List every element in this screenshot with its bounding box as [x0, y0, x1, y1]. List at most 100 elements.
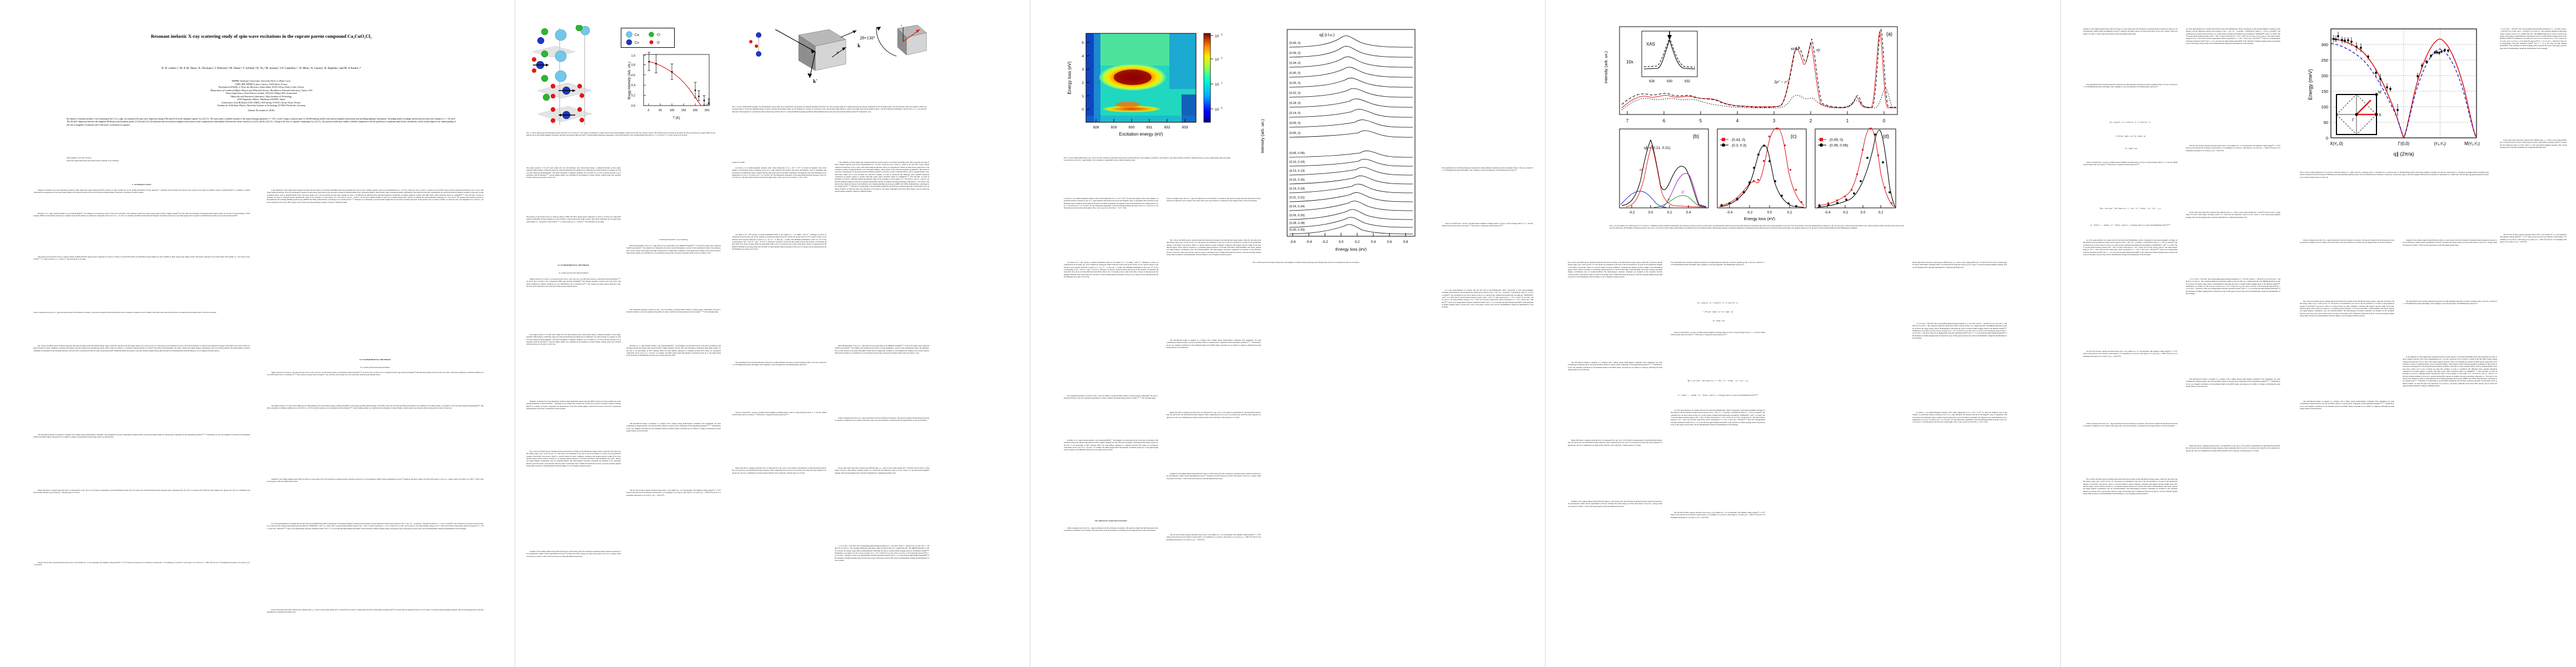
p3-col2-6: The fact that all three cuprates discuss… — [1167, 534, 1261, 541]
svg-text:Energy loss (eV): Energy loss (eV) — [1336, 247, 1367, 252]
svg-text:Cl: Cl — [657, 34, 660, 37]
svg-text:200: 200 — [2321, 73, 2328, 78]
svg-text:-0.2: -0.2 — [1842, 211, 1848, 215]
svg-text:Γ(0,0): Γ(0,0) — [2398, 141, 2410, 146]
p5-col4-3: The mid-infrared feature is assigned as … — [2300, 400, 2394, 410]
p2-right-text-5: Figure 5(b) shows a magnon spectrum with… — [732, 467, 826, 474]
svg-text:50: 50 — [659, 109, 662, 112]
svg-text:(¹⁄₄,¹⁄₄): (¹⁄₄,¹⁄₄) — [2434, 141, 2446, 146]
p2-right-text-0: crystals in vacuum. — [732, 161, 745, 163]
svg-text:(0.22, 0): (0.22, 0) — [1289, 92, 1301, 95]
p3-col3-1: The experimental and calculated dispersi… — [1442, 167, 1533, 172]
p2-methods-a-4: Fig. 4 shows the RIXS spectra obtained a… — [526, 450, 621, 467]
p5-col2-5: The mid-infrared feature is assigned as … — [2186, 378, 2280, 388]
svg-text:100: 100 — [2321, 104, 2328, 109]
svg-text:6: 6 — [1663, 118, 1666, 123]
p2-methods-b-3: Recently, Cu L₃ edge resonant inelastic … — [626, 345, 721, 357]
svg-text:3: 3 — [1773, 118, 1776, 123]
p2-methods-b-1: RIXS measurements at the Cu L₃ edge (930… — [626, 245, 721, 255]
svg-text:250: 250 — [2321, 58, 2328, 63]
svg-text:0: 0 — [1221, 107, 1223, 109]
svg-text:5: 5 — [1082, 41, 1084, 45]
p5-col1-2: The experimental and calculated dispersi… — [2083, 83, 2178, 88]
svg-text:(0.06, 0.06): (0.06, 0.06) — [1289, 152, 1305, 155]
svg-text:(0.09, 0): (0.09, 0) — [1289, 122, 1301, 125]
svg-text:-0.2: -0.2 — [1629, 211, 1635, 215]
p4-equation-3: − (Sᵢ · Sₖ)(Sⱼ · Sₗ)} — [1711, 320, 1725, 322]
svg-text:-0.2: -0.2 — [1322, 240, 1328, 244]
p5-col1-3: where we include first-, second-, and th… — [2083, 161, 2178, 166]
p5-equation-2: + Jꜰ Σ {(Sᵢ · Sⱼ)(Sₖ · Sₗ) + (Sᵢ · Sₗ)(S… — [2115, 135, 2146, 137]
svg-text:250: 250 — [705, 109, 710, 112]
svg-text:0.2: 0.2 — [1787, 211, 1792, 215]
svg-text:932: 932 — [1685, 80, 1691, 83]
p4-col1-4: irregular for the sample aligned along (… — [1568, 500, 1662, 507]
affiliation-1b: CNRS, IRD, MNHN 4, place Jussieu, 75252 … — [235, 82, 288, 86]
svg-text:(0.13, 0.13): (0.13, 0.13) — [1289, 170, 1305, 173]
fig5-caption: FIG. 5. (Color online) Cu L₃ RIXS spectr… — [1610, 225, 1904, 230]
p3-col2-1: viable at energies above the Cu L₃ edge … — [1167, 197, 1261, 202]
svg-text:4: 4 — [1736, 118, 1739, 123]
p2-right2-text-5: = 2.2 eV and t = 295 meV. The correspond… — [835, 545, 929, 562]
svg-text:932: 932 — [1164, 126, 1170, 130]
p3-col1-3: The experiment geometry is shown in Fig.… — [1064, 395, 1158, 400]
svg-text:Energy (meV): Energy (meV) — [2308, 69, 2313, 100]
p5-col1-6: viable at energies above the Cu L₃ edge … — [2083, 422, 2178, 427]
svg-text:(c): (c) — [1791, 133, 1797, 139]
intro-fill-left-3: The mid-infrared feature is assigned as … — [33, 434, 250, 439]
svg-text:Energy loss (eV): Energy loss (eV) — [1067, 61, 1072, 94]
svg-text:930: 930 — [1128, 126, 1134, 130]
svg-text:0: 0 — [2326, 136, 2328, 141]
svg-text:2: 2 — [1221, 57, 1223, 59]
svg-text:0.2: 0.2 — [1355, 240, 1360, 244]
p5-col2-1: As a first approximation we consider onl… — [2186, 28, 2280, 45]
svg-text:5: 5 — [1700, 118, 1702, 123]
p3-col2-2: Fig. 4 shows the RIXS spectra obtained a… — [1167, 239, 1261, 256]
svg-text:10: 10 — [1215, 58, 1219, 62]
p3-col2-4: Figure 5(b) shows a magnon spectrum with… — [1167, 411, 1261, 419]
svg-text:-0.4: -0.4 — [1825, 211, 1831, 215]
svg-text:(a): (a) — [1886, 31, 1892, 37]
svg-text:q∥ = (0.21, 0.21): q∥ = (0.21, 0.21) — [1644, 146, 1671, 150]
fig6-caption: FIG. 6. (Color online) Dispersion of Ca₂… — [2300, 171, 2489, 178]
svg-text:0.4: 0.4 — [1686, 211, 1691, 215]
p2-right-text-4: where we include first-, second-, and th… — [732, 411, 826, 416]
svg-text:π: π — [836, 50, 839, 55]
svg-text:q∥ (r.l.u.): q∥ (r.l.u.) — [1319, 33, 1334, 37]
svg-text:(0.3, 0.3): (0.3, 0.3) — [1732, 144, 1746, 148]
fig2-rixs-geometry: k k' π 2θ=130° c — [732, 25, 932, 103]
p2-right2-text-1: is the simplicity of their single-layer … — [835, 161, 929, 193]
svg-text:(0.05, 0): (0.05, 0) — [1289, 132, 1301, 135]
p4-equation-2: + Jꜰ Σ {(Sᵢ · Sⱼ)(Sₖ · Sₗ) + (Sᵢ · Sₗ)(S… — [1702, 311, 1733, 313]
keywords-line: Keywords: Superconductivity, hole-doped … — [67, 160, 119, 162]
left-fill-5: The fact that all three cuprates discuss… — [33, 561, 250, 566]
p5-col1-5: The fact that all three cuprates discuss… — [2083, 350, 2178, 357]
p4-col2-4: The fact that all three cuprates discuss… — [1671, 511, 1765, 519]
p5-col3-3: The fact that all three cuprates discuss… — [2500, 233, 2567, 243]
fig5a-xticks: 7 6 5 4 3 2 1 0 — [1610, 117, 1904, 125]
p2-left-text-1: The single crystals of ≈10 μm³ sized, br… — [526, 167, 621, 179]
p5-col5-3: is the simplicity of their single-layer … — [2403, 356, 2497, 387]
svg-text:50: 50 — [2324, 120, 2328, 125]
p4-col2-1: The experimental and calculated dispersi… — [1671, 261, 1765, 266]
fig4-waterfall-spectra: q∥ (r.l.u.) — [1253, 25, 1436, 258]
p3-col2-5: irregular for the sample aligned along (… — [1167, 472, 1261, 480]
p5-col1-4: As a first approximation we consider onl… — [2083, 239, 2178, 256]
methods-b-fill: irregular for the sample aligned along (… — [267, 478, 484, 483]
p5-col1-1: irregular for the sample aligned along (… — [2083, 28, 2178, 35]
svg-text:929: 929 — [1110, 126, 1117, 130]
right-fill-5: On the other hand, these three cuprates … — [267, 609, 484, 614]
p4-equation-4: ℏωₖ = 2Zₑ √(Aₖ² − Bₖ²) where Aₖ = J − Jꜰ… — [1687, 380, 1748, 382]
svg-text:150: 150 — [2321, 89, 2328, 94]
p5-col4-2: Fig. 4 shows the RIXS spectra obtained a… — [2300, 300, 2394, 317]
svg-text:(0.21, 0.21): (0.21, 0.21) — [1289, 196, 1305, 200]
affiliation-6: ⁶Laboratoire Léon Brillouin (CEA-CNRS), … — [221, 101, 301, 104]
svg-text:1: 1 — [1082, 94, 1084, 98]
affiliation-7: ⁷Institute for Solid State Physics, Karl… — [217, 104, 306, 107]
fig6-dispersion-plot: 0 50 100 150 200 250 300 Energy (meV) — [2300, 23, 2489, 168]
svg-text:c: c — [901, 25, 903, 27]
svg-text:10: 10 — [1215, 108, 1219, 112]
affiliation-5b: 4259 Nagatsuta, Midori, Yokohama 226-850… — [237, 98, 286, 101]
affiliation-1: ¹IMPMC-Sorbonne Universités, Université … — [231, 79, 291, 82]
p2-right-text-1: Ca₂CuO₂Cl₂ is an antiferromagnetic insul… — [732, 167, 826, 179]
